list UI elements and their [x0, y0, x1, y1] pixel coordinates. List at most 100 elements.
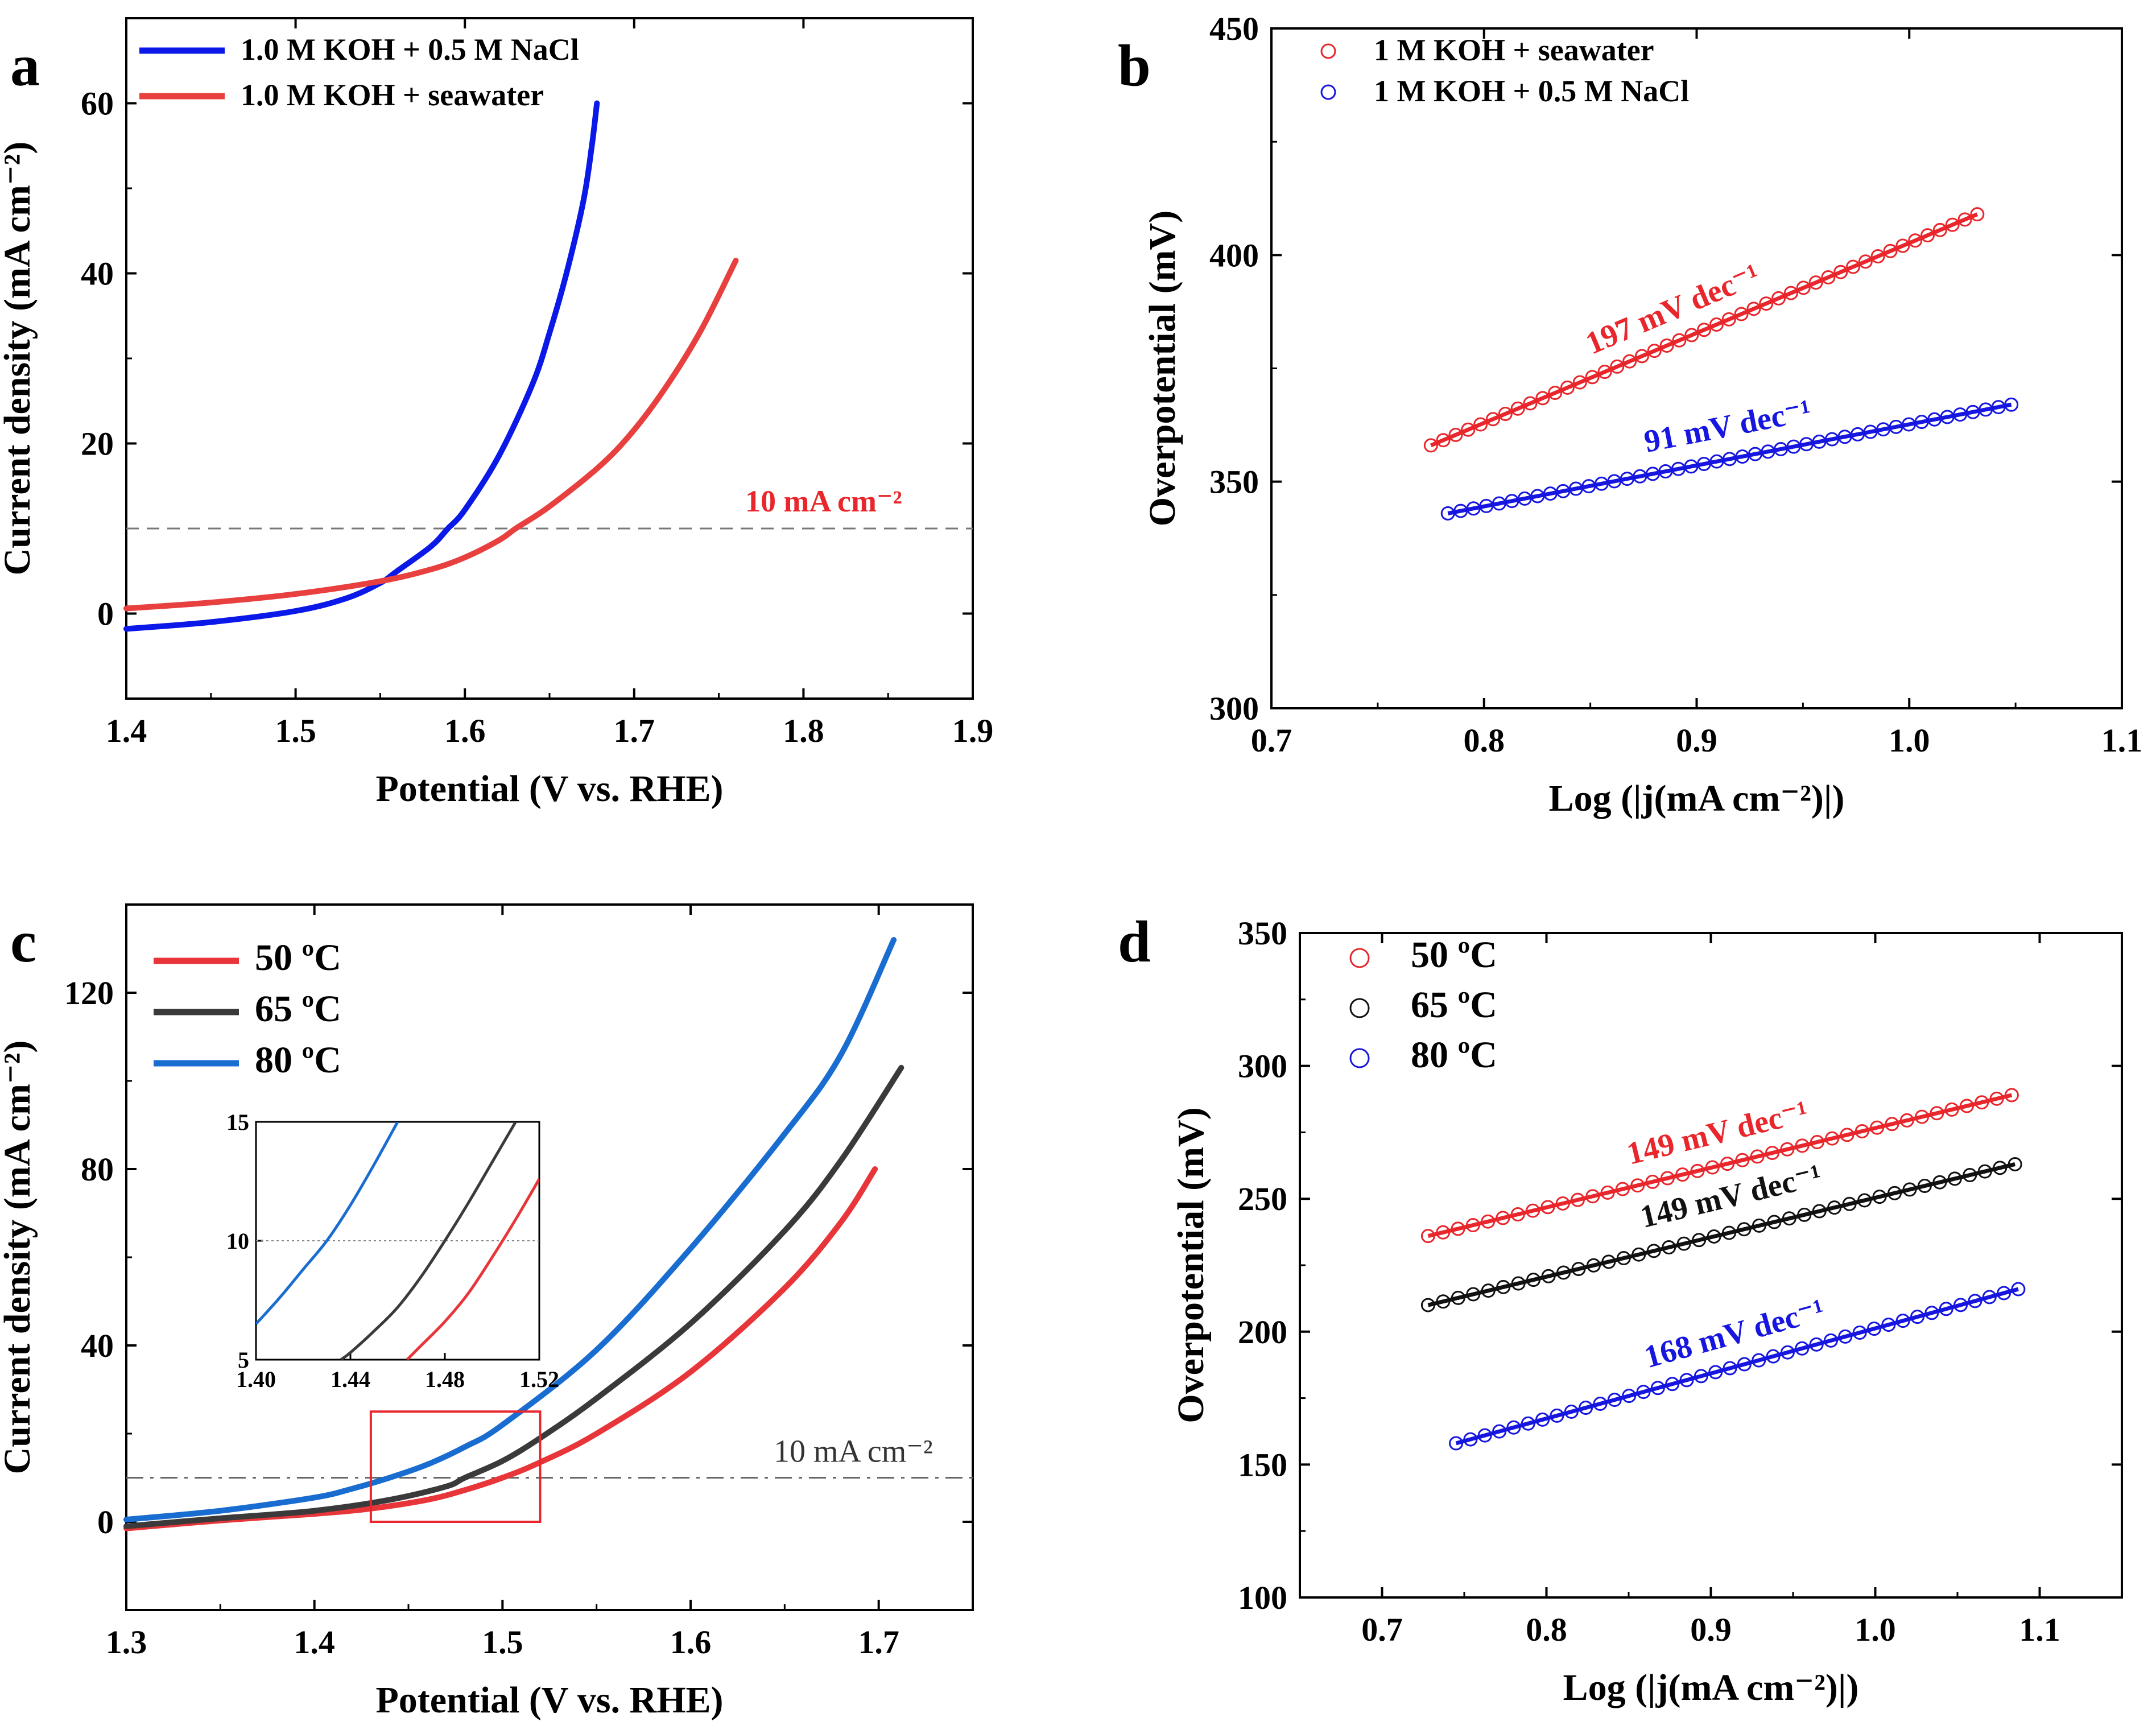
- y-tick-label-b: 400: [1209, 237, 1259, 274]
- data-point-b: [1945, 217, 1960, 232]
- data-point-b: [1970, 207, 1985, 222]
- data-point-b: [1808, 275, 1823, 290]
- data-point-d: [1812, 1204, 1827, 1219]
- data-point-d: [1463, 1432, 1478, 1447]
- data-point-d: [1855, 1124, 1869, 1138]
- slope-label-d: 149 mV dec⁻¹: [1624, 1094, 1812, 1172]
- data-point-d: [1615, 1182, 1630, 1196]
- data-point-d: [1665, 1377, 1680, 1392]
- data-point-d: [1496, 1279, 1511, 1294]
- x-tick-label-b: 1.0: [1889, 722, 1930, 759]
- data-point-d: [1842, 1196, 1857, 1211]
- data-point-d: [1750, 1149, 1765, 1164]
- plot-frame-d: [1299, 932, 2123, 1599]
- data-point-d: [1895, 1314, 1910, 1328]
- data-point-b: [1721, 312, 1736, 327]
- y-tick-label-a: 0: [97, 596, 114, 633]
- data-point-d: [1526, 1273, 1541, 1287]
- data-point-b: [1548, 386, 1563, 401]
- data-point-b: [1535, 391, 1550, 406]
- data-point-d: [1968, 1294, 1982, 1308]
- x-tick-label-d: 0.9: [1690, 1611, 1732, 1648]
- y-tick-label-c: 0: [97, 1504, 114, 1541]
- data-point-d: [1997, 1286, 2012, 1300]
- reference-label-c: 10 mA cm⁻²: [774, 1434, 933, 1469]
- data-point-d: [1496, 1211, 1510, 1225]
- data-point-d: [1630, 1178, 1645, 1193]
- data-point-d: [1679, 1373, 1694, 1388]
- legend-label-d: 50 ºC: [1411, 934, 1497, 976]
- data-point-d: [1963, 1168, 1977, 1183]
- y-tick-label-a: 20: [81, 426, 114, 463]
- x-tick-label-b: 0.7: [1251, 722, 1292, 759]
- data-point-b: [1846, 259, 1861, 274]
- data-point-d: [1767, 1215, 1782, 1229]
- legend-label-b: 1 M KOH + seawater: [1374, 33, 1654, 67]
- data-point-b: [1697, 323, 1712, 337]
- x-tick-label-a: 1.9: [952, 712, 994, 749]
- inset-series-line: [340, 1122, 517, 1360]
- data-point-d: [1723, 1361, 1737, 1376]
- data-point-d: [1622, 1389, 1637, 1403]
- x-tick-label-c: 1.6: [670, 1624, 712, 1661]
- data-point-d: [1939, 1302, 1953, 1316]
- data-point-b: [1585, 370, 1600, 385]
- y-tick-label-d: 350: [1238, 915, 1287, 952]
- inset-y-tick-label: 10: [226, 1228, 249, 1254]
- inset-y-tick-label: 5: [238, 1347, 249, 1373]
- data-point-b: [1759, 296, 1774, 311]
- data-point-b: [1485, 412, 1500, 427]
- fit-line-d: [1427, 1162, 2015, 1307]
- data-point-b: [1883, 243, 1898, 258]
- data-point-b: [1920, 228, 1935, 243]
- data-point-d: [1840, 1128, 1855, 1142]
- data-point-d: [1436, 1225, 1451, 1240]
- data-point-b: [1448, 427, 1463, 442]
- data-point-d: [1645, 1174, 1660, 1189]
- data-point-d: [1838, 1329, 1853, 1344]
- data-point-b: [1634, 349, 1649, 364]
- series-line-a: [123, 100, 600, 632]
- data-point-d: [1780, 1345, 1795, 1360]
- data-point-d: [1449, 1436, 1464, 1451]
- data-point-d: [1910, 1310, 1925, 1324]
- data-point-d: [1810, 1135, 1824, 1150]
- data-point-b: [1597, 365, 1612, 379]
- data-point-d: [1675, 1167, 1690, 1182]
- data-point-d: [1947, 1171, 1962, 1186]
- data-point-b: [1783, 286, 1798, 300]
- data-point-d: [1924, 1306, 1939, 1320]
- data-point-d: [1885, 1117, 1899, 1132]
- data-point-d: [1579, 1400, 1593, 1415]
- data-point-b: [1796, 280, 1811, 295]
- data-point-d: [1571, 1262, 1586, 1277]
- x-tick-label-c: 1.5: [482, 1624, 523, 1661]
- legend-marker-d: [1349, 1048, 1370, 1068]
- fit-line-b: [1447, 402, 2012, 515]
- y-tick-label-a: 60: [81, 85, 114, 122]
- data-point-d: [1616, 1251, 1631, 1266]
- data-point-d: [1852, 1325, 1867, 1340]
- data-point-d: [1526, 1203, 1540, 1218]
- data-point-d: [1765, 1146, 1779, 1161]
- data-point-d: [2008, 1157, 2022, 1171]
- data-point-b: [1709, 317, 1724, 332]
- y-tick-label-d: 200: [1238, 1314, 1287, 1351]
- legend-marker-b: [1320, 84, 1336, 100]
- x-axis-label-d: Log (|j(mA cm⁻²)|): [1563, 1667, 1859, 1708]
- y-tick-label-d: 100: [1238, 1579, 1287, 1616]
- reference-label-a: 10 mA cm⁻²: [745, 484, 902, 518]
- data-point-b: [1932, 222, 1947, 237]
- y-tick-label-c: 80: [81, 1151, 114, 1188]
- data-point-d: [1541, 1269, 1556, 1283]
- legend-marker-b: [1320, 43, 1336, 59]
- data-point-d: [1564, 1404, 1579, 1419]
- data-point-d: [1451, 1290, 1465, 1305]
- data-point-d: [1436, 1294, 1451, 1309]
- data-point-d: [1975, 1095, 1989, 1110]
- data-point-d: [1782, 1211, 1796, 1226]
- data-point-d: [1646, 1244, 1661, 1258]
- series-line-c: [123, 1064, 904, 1529]
- data-point-d: [1752, 1353, 1766, 1368]
- y-tick-label-b: 450: [1209, 10, 1259, 47]
